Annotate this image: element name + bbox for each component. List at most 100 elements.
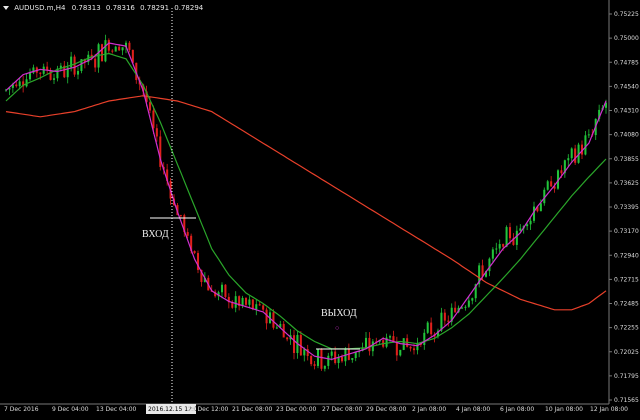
- candle: [467, 296, 470, 308]
- candle: [76, 66, 80, 80]
- time-tick-label: 21 Dec 08:00: [232, 406, 273, 413]
- candle: [265, 307, 268, 330]
- candle: [52, 73, 56, 84]
- slow-ma-line: [5, 95, 607, 311]
- candle: [491, 247, 494, 263]
- candle: [337, 354, 340, 369]
- price-tick-label: 0.71795: [614, 373, 639, 380]
- candle: [231, 300, 234, 309]
- candle: [577, 142, 580, 164]
- candle: [406, 334, 409, 348]
- candle: [399, 349, 402, 357]
- candle: [464, 305, 467, 311]
- candle: [587, 129, 590, 138]
- time-tick-label: 4 Jan 08:00: [456, 406, 490, 413]
- price-tick-label: 0.72025: [614, 349, 639, 356]
- time-axis-highlight: [146, 404, 196, 414]
- candle: [505, 225, 508, 248]
- price-tick-label: 0.71565: [614, 397, 639, 404]
- price-axis[interactable]: 0.75225 0.75000 0.74785 0.74540 0.74310 0.740…: [608, 0, 639, 404]
- price-tick-label: 0.72485: [614, 301, 639, 308]
- candle: [546, 179, 549, 191]
- caret-down-icon[interactable]: [3, 6, 9, 10]
- candle: [330, 349, 333, 361]
- candle: [22, 75, 25, 93]
- candle: [430, 317, 433, 337]
- candle: [49, 67, 52, 81]
- entry-annotation: ВХОД: [142, 229, 169, 240]
- time-tick-label: 13 Dec 04:00: [96, 406, 137, 413]
- candle: [186, 228, 189, 239]
- candle: [327, 352, 330, 370]
- candle: [447, 315, 450, 327]
- time-axis[interactable]: 2016.12.15 12:00 7 Dec 2016 9 Dec 04:00 13…: [0, 403, 628, 414]
- price-tick-label: 0.73395: [614, 204, 639, 211]
- candle: [580, 140, 584, 160]
- candle: [395, 336, 398, 361]
- candle: [443, 309, 446, 326]
- open-value: 0.78313: [71, 4, 101, 12]
- candle: [347, 343, 350, 361]
- fast-ma-line: [5, 42, 607, 361]
- candle: [351, 358, 354, 363]
- candle: [508, 222, 512, 245]
- candle: [35, 66, 38, 78]
- candle: [107, 38, 110, 54]
- time-tick-label: 12 Jan 08:00: [590, 406, 628, 413]
- exit-annotation: ВЫХОД: [321, 308, 357, 319]
- time-tick-label: 27 Dec 08:00: [322, 406, 363, 413]
- candle: [155, 124, 158, 142]
- candle: [193, 250, 196, 255]
- candle: [279, 320, 282, 329]
- candle: [286, 336, 289, 342]
- candle: [73, 54, 76, 77]
- candle: [478, 262, 481, 288]
- candle: [543, 187, 546, 206]
- candle: [450, 303, 453, 326]
- time-axis-highlight-label: 2016.12.15 12:00: [148, 406, 202, 413]
- candle: [15, 81, 18, 88]
- candle: [111, 49, 114, 54]
- candle: [567, 154, 570, 167]
- price-tick-label: 0.74080: [614, 132, 639, 139]
- candle: [526, 223, 529, 231]
- candle: [220, 282, 224, 299]
- candle: [529, 218, 532, 231]
- candle: [18, 77, 21, 90]
- candle: [584, 130, 587, 156]
- price-tick-label: 0.75000: [614, 35, 639, 42]
- candle: [344, 347, 347, 366]
- exit-marker-glyph: ○: [335, 325, 339, 332]
- candle: [268, 308, 272, 324]
- candle: [310, 355, 313, 367]
- close-value: 0.78294: [174, 4, 204, 12]
- price-tick-label: 0.75225: [614, 11, 639, 18]
- candle: [498, 239, 501, 253]
- candle: [128, 41, 131, 53]
- price-tick-label: 0.73625: [614, 180, 639, 187]
- candle: [454, 301, 457, 313]
- time-tick-label: 10 Jan 08:00: [545, 406, 583, 413]
- candle: [423, 329, 426, 350]
- candle: [32, 64, 35, 75]
- candle: [159, 130, 162, 171]
- price-tick-label: 0.74540: [614, 83, 639, 90]
- candle: [313, 361, 316, 370]
- candle: [255, 299, 258, 316]
- price-tick-label: 0.72715: [614, 276, 639, 283]
- time-tick-label: 23 Dec 00:00: [276, 406, 317, 413]
- candle: [196, 250, 200, 274]
- price-tick-label: 0.73170: [614, 228, 639, 235]
- candle: [471, 297, 474, 305]
- candle: [56, 65, 59, 82]
- candle: [258, 301, 261, 306]
- candle: [282, 321, 285, 338]
- time-tick-label: 7 Dec 2016: [4, 406, 39, 413]
- candle: [570, 147, 573, 163]
- price-tick-label: 0.72940: [614, 252, 639, 259]
- price-tick-label: 0.74785: [614, 59, 639, 66]
- candle: [234, 291, 237, 313]
- candles-layer: [4, 34, 608, 372]
